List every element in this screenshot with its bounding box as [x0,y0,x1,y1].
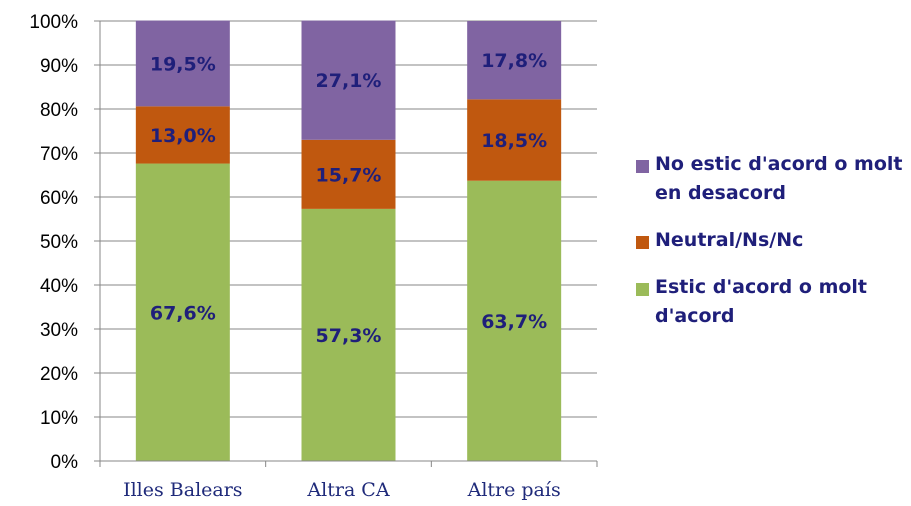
y-tick-label: 30% [40,320,78,341]
x-tick-label: Illes Balears [123,479,242,501]
y-tick-label: 60% [40,188,78,209]
y-tick-label: 40% [40,276,78,297]
data-label: 63,7% [481,311,547,333]
legend-swatch-neutral [636,236,649,249]
bar-segment [135,20,230,107]
x-tick-label: Altre país [467,479,561,501]
bar-segment [135,106,230,164]
bar-segment [301,139,396,209]
data-label: 57,3% [316,325,382,347]
bar-segment [467,180,562,461]
data-label: 19,5% [150,53,216,75]
y-tick-label: 80% [40,100,78,121]
data-label: 18,5% [481,130,547,152]
y-tick-label: 100% [29,12,78,33]
y-tick-label: 50% [40,232,78,253]
data-label: 15,7% [316,164,382,186]
legend-label-neutral: Neutral/Ns/Nc [655,229,804,251]
legend: No estic d'acord o molt en desacord Neut… [636,150,906,349]
data-labels: 67,6% 13,0% 19,5% 57,3% 15,7% 27,1% 63,7% 18,5%… [150,50,547,347]
legend-label-agree: Estic d'acord o molt d'acord [655,276,868,327]
y-tick-label: 0% [51,452,79,473]
data-label: 67,6% [150,302,216,324]
legend-swatch-agree [636,283,649,296]
x-tick-label: Altra CA [306,479,389,501]
data-label: 13,0% [150,125,216,147]
data-label: 27,1% [316,70,382,92]
y-tick-label: 10% [40,408,78,429]
y-tick-label: 70% [40,144,78,165]
legend-swatch-disagree [636,160,649,173]
bar-segment [135,163,230,461]
y-tick-label: 20% [40,364,78,385]
x-axis: Illes Balears Altra CA Altre país [99,460,598,501]
bar-segment [301,208,396,461]
data-label: 17,8% [481,50,547,72]
legend-item-disagree: No estic d'acord o molt en desacord [636,150,906,208]
bar-segment [467,21,562,100]
bars [135,20,562,461]
legend-item-neutral: Neutral/Ns/Nc [636,226,906,255]
y-axis: 0% 10% 20% 30% 40% 50% 60% 70% 80% 90% 100% [29,12,101,473]
bar-segment [467,99,562,181]
bar-segment [301,20,396,140]
legend-item-agree: Estic d'acord o molt d'acord [636,273,906,331]
legend-label-disagree: No estic d'acord o molt en desacord [655,153,903,204]
y-tick-label: 90% [40,56,78,77]
